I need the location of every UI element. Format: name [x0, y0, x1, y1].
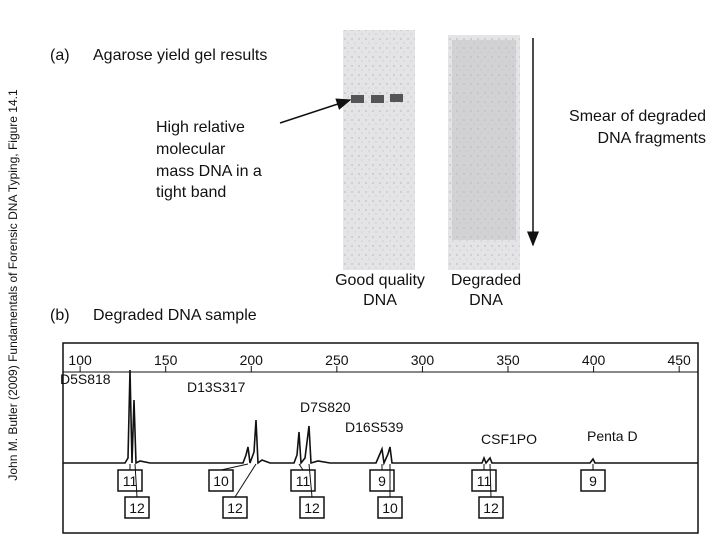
allele-label: 12 — [304, 500, 320, 516]
allele-box — [290, 469, 316, 492]
allele-label: 11 — [296, 473, 311, 489]
allele-leader — [234, 463, 257, 498]
epg-annotations: 100 150 200 250 300 350 400 450 D5S818 11 12 D13S31… — [60, 352, 691, 519]
allele-label: 11 — [123, 473, 138, 489]
lane-label: Degraded — [451, 272, 521, 289]
allele-label: 12 — [227, 500, 243, 516]
locus-label: D13S317 — [187, 379, 246, 395]
gel-lane-good — [343, 30, 415, 270]
dna-band — [371, 95, 384, 103]
lane-label: Good quality — [335, 272, 425, 289]
allele-label: 10 — [382, 500, 398, 516]
allele-leader — [489, 463, 492, 498]
x-tick-label: 350 — [496, 352, 520, 368]
locus-label: D16S539 — [345, 419, 404, 435]
allele-label: 11 — [477, 473, 492, 489]
locus-label: Penta D — [587, 428, 638, 444]
x-tick-label: 100 — [68, 352, 92, 368]
x-tick-label: 400 — [582, 352, 606, 368]
x-tick-label: 450 — [667, 352, 691, 368]
allele-box — [124, 496, 150, 519]
panel-label: (b) — [50, 307, 70, 324]
allele-leader — [220, 463, 249, 471]
allele-box — [208, 469, 234, 492]
dna-band — [351, 95, 364, 103]
lane-label: DNA — [363, 292, 397, 309]
locus-label: CSF1PO — [481, 431, 537, 447]
smear-note: Smear of degraded DNA fragments — [569, 108, 706, 147]
note-line: High relative — [156, 119, 245, 136]
allele-label: 9 — [378, 473, 386, 489]
allele-box — [299, 496, 325, 519]
x-tick-label: 200 — [240, 352, 264, 368]
panel-title: Agarose yield gel results — [93, 47, 267, 64]
note-line: tight band — [156, 184, 226, 201]
side-caption: John M. Butler (2009) Fundamentals of Fo… — [6, 89, 20, 481]
allele-label: 10 — [213, 473, 229, 489]
x-tick-label: 250 — [325, 352, 349, 368]
allele-label: 9 — [589, 473, 597, 489]
allele-box — [222, 496, 248, 519]
lane-label: DNA — [469, 292, 503, 309]
allele-label: 12 — [483, 500, 499, 516]
panel-title: Degraded DNA sample — [93, 307, 257, 324]
x-tick-label: 300 — [411, 352, 435, 368]
arrow — [279, 98, 352, 124]
allele-leader — [134, 463, 138, 498]
dna-smear — [452, 40, 516, 240]
allele-leader — [298, 463, 304, 471]
panel-label: (a) — [50, 47, 70, 64]
band-note: High relative molecular mass DNA in a ti… — [156, 119, 262, 201]
allele-box — [377, 496, 403, 519]
allele-box — [580, 469, 606, 492]
allele-box — [369, 469, 395, 492]
allele-box — [478, 496, 504, 519]
electropherogram-trace — [63, 369, 698, 466]
gel-lane-degraded — [448, 35, 520, 270]
locus-label: D5S818 — [60, 371, 111, 387]
allele-leader — [308, 463, 313, 498]
note-line: mass DNA in a — [156, 163, 262, 180]
note-line: Smear of degraded — [569, 108, 706, 125]
note-line: DNA fragments — [598, 130, 706, 147]
x-tick-label: 150 — [154, 352, 178, 368]
dna-band — [390, 94, 403, 102]
note-line: molecular — [156, 141, 226, 158]
lane-labels: Good quality DNA Degraded DNA — [335, 272, 521, 309]
allele-label: 12 — [129, 500, 145, 516]
locus-label: D7S820 — [300, 399, 351, 415]
